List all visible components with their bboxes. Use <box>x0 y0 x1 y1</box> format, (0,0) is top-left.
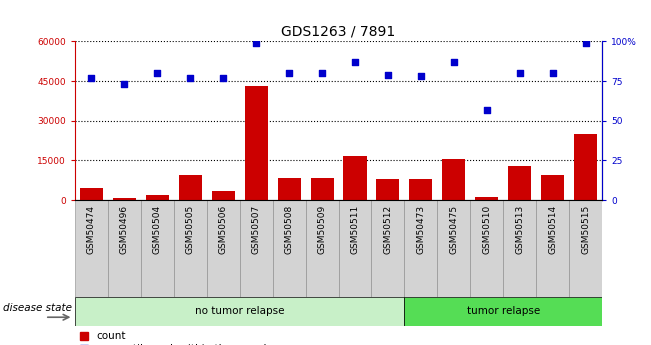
Title: GDS1263 / 7891: GDS1263 / 7891 <box>281 25 396 39</box>
Bar <box>146 195 169 200</box>
Bar <box>437 200 471 297</box>
Bar <box>376 179 400 200</box>
Point <box>449 59 459 65</box>
Bar <box>178 175 202 200</box>
Bar <box>311 178 333 200</box>
Point <box>581 40 591 46</box>
Bar <box>508 166 531 200</box>
Bar <box>569 200 602 297</box>
Point <box>350 59 360 65</box>
Bar <box>75 297 404 326</box>
Bar <box>372 200 404 297</box>
Bar <box>344 156 367 200</box>
Text: GSM50506: GSM50506 <box>219 205 228 254</box>
Bar <box>277 178 301 200</box>
Point <box>383 72 393 78</box>
Text: disease state: disease state <box>3 303 72 313</box>
Text: GSM50473: GSM50473 <box>417 205 425 254</box>
Bar <box>404 200 437 297</box>
Bar <box>475 197 499 200</box>
Point <box>547 70 558 76</box>
Bar <box>113 198 136 200</box>
Point <box>317 70 327 76</box>
Bar <box>470 200 503 297</box>
Bar <box>174 200 207 297</box>
Point <box>482 107 492 112</box>
Text: GSM50507: GSM50507 <box>252 205 260 254</box>
Bar <box>503 200 536 297</box>
Bar <box>80 188 103 200</box>
Text: GSM50504: GSM50504 <box>153 205 161 254</box>
Legend: count, percentile rank within the sample: count, percentile rank within the sample <box>80 331 273 345</box>
Point <box>514 70 525 76</box>
Text: GSM50505: GSM50505 <box>186 205 195 254</box>
Text: GSM50512: GSM50512 <box>383 205 393 254</box>
Text: tumor relapse: tumor relapse <box>467 306 540 316</box>
Text: no tumor relapse: no tumor relapse <box>195 306 284 316</box>
Point <box>119 81 130 87</box>
Bar <box>240 200 273 297</box>
Bar <box>442 159 465 200</box>
Text: GSM50496: GSM50496 <box>120 205 129 254</box>
Point <box>251 40 261 46</box>
Bar <box>339 200 372 297</box>
Point <box>284 70 294 76</box>
Bar <box>207 200 240 297</box>
Text: GSM50474: GSM50474 <box>87 205 96 254</box>
Point <box>86 75 96 81</box>
Bar <box>541 175 564 200</box>
Point <box>152 70 163 76</box>
Bar <box>212 191 235 200</box>
Bar <box>404 297 602 326</box>
Text: GSM50515: GSM50515 <box>581 205 590 254</box>
Text: GSM50514: GSM50514 <box>548 205 557 254</box>
Text: GSM50513: GSM50513 <box>516 205 524 254</box>
Bar <box>141 200 174 297</box>
Bar <box>305 200 339 297</box>
Bar <box>75 200 108 297</box>
Bar <box>409 179 432 200</box>
Bar <box>574 134 597 200</box>
Text: GSM50510: GSM50510 <box>482 205 492 254</box>
Point <box>218 75 229 81</box>
Bar <box>536 200 569 297</box>
Text: GSM50508: GSM50508 <box>284 205 294 254</box>
Point <box>416 73 426 79</box>
Text: GSM50509: GSM50509 <box>318 205 327 254</box>
Text: GSM50475: GSM50475 <box>449 205 458 254</box>
Bar <box>273 200 305 297</box>
Point <box>185 75 195 81</box>
Text: GSM50511: GSM50511 <box>350 205 359 254</box>
Bar <box>245 86 268 200</box>
Bar <box>108 200 141 297</box>
